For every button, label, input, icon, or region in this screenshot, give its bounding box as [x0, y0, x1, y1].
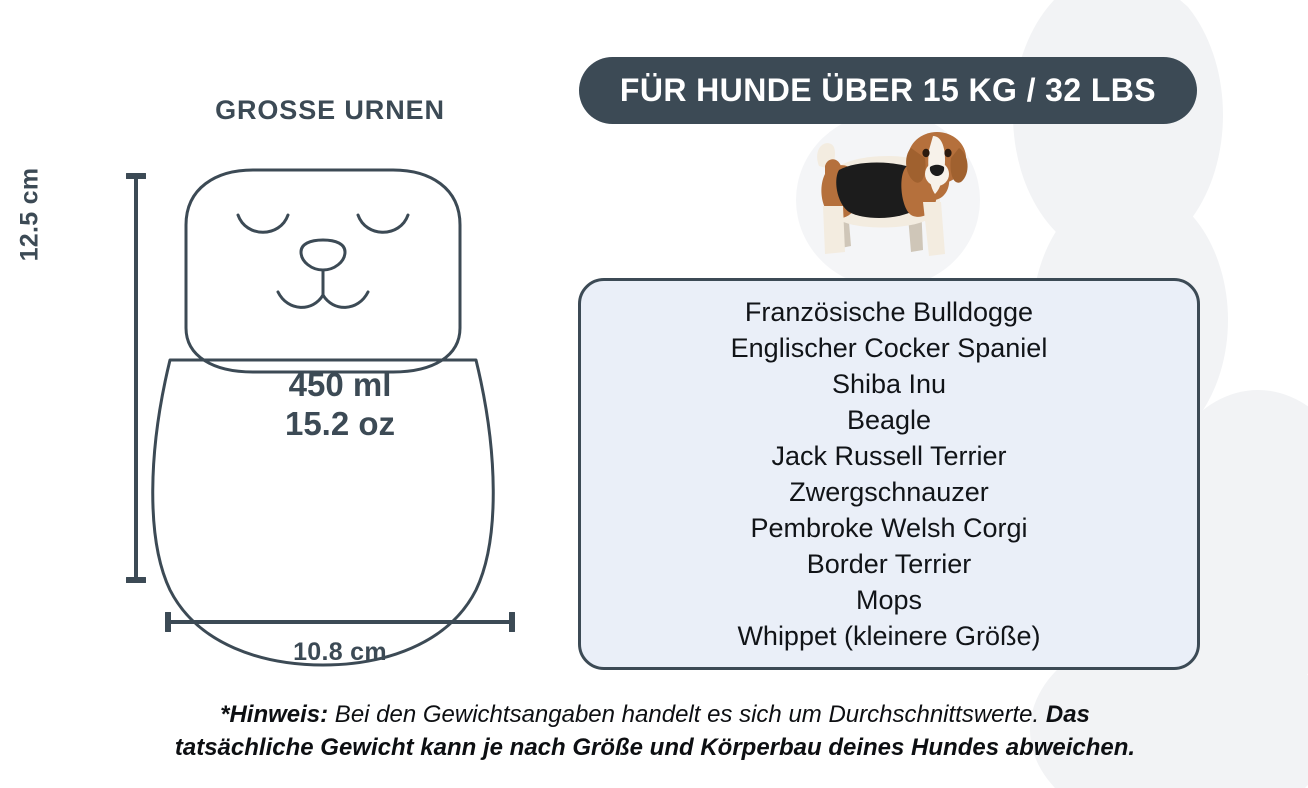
- footnote-normal: Bei den Gewichtsangaben handelt es sich …: [328, 701, 1046, 728]
- height-dimension-line: [126, 173, 146, 583]
- breed-item: Jack Russell Terrier: [771, 441, 1007, 471]
- cat-mouth-right: [321, 290, 370, 309]
- cat-nose: [299, 238, 347, 272]
- breed-item: Französische Bulldogge: [744, 297, 1034, 327]
- breed-item: Zwergschnauzer: [789, 477, 989, 507]
- urn-volume-text: 450 ml 15.2 oz: [185, 366, 495, 444]
- urn-width-label: 10.8 cm: [293, 638, 387, 666]
- footnote-bold: Das tatsächliche Gewicht kann je nach Gr…: [174, 701, 1136, 761]
- breed-item: Mops: [855, 585, 923, 615]
- beagle-illustration: [817, 132, 968, 256]
- urn-lid-outline: [184, 168, 462, 374]
- cat-urn-icon: [151, 168, 495, 667]
- weight-banner: FÜR HUNDE ÜBER 15 KG / 32 LBS: [579, 57, 1197, 124]
- urn-volume-oz: 15.2 oz: [284, 404, 396, 442]
- cat-mouth-left: [276, 290, 325, 309]
- beagle-dog-icon: [795, 126, 975, 276]
- cat-left-eye: [236, 213, 290, 234]
- footnote-disclaimer: *Hinweis: Bei den Gewichtsangaben handel…: [150, 698, 1160, 764]
- breed-item: Whippet (kleinere Größe): [737, 621, 1041, 651]
- dog-eye-right: [944, 148, 952, 158]
- urn-volume-ml: 450 ml: [288, 366, 392, 403]
- breed-item: Pembroke Welsh Corgi: [750, 513, 1028, 543]
- urn-body-outline: [151, 358, 495, 667]
- breed-item: Border Terrier: [806, 549, 972, 579]
- decor-corner-wedge-top-right: [1180, 0, 1308, 140]
- width-dimension-line: [165, 612, 515, 632]
- weight-banner-text: FÜR HUNDE ÜBER 15 KG / 32 LBS: [619, 72, 1157, 108]
- decor-blob-top-right: [1013, 0, 1223, 260]
- breed-item: Shiba Inu: [831, 369, 947, 399]
- dog-front-leg-near: [923, 202, 945, 256]
- urn-height-label: 12.5 cm: [15, 167, 44, 262]
- urn-diagram: [88, 160, 558, 680]
- breed-list-card: Französische Bulldogge Englischer Cocker…: [578, 278, 1200, 670]
- dog-eye-left: [922, 148, 930, 158]
- urn-section-title: GROSSE URNEN: [215, 95, 445, 125]
- footnote-lead: *Hinweis:: [220, 701, 329, 728]
- breed-item: Englischer Cocker Spaniel: [730, 333, 1048, 363]
- dog-hind-leg-near: [823, 206, 845, 254]
- cat-right-eye: [356, 213, 410, 234]
- breed-item: Beagle: [846, 405, 932, 435]
